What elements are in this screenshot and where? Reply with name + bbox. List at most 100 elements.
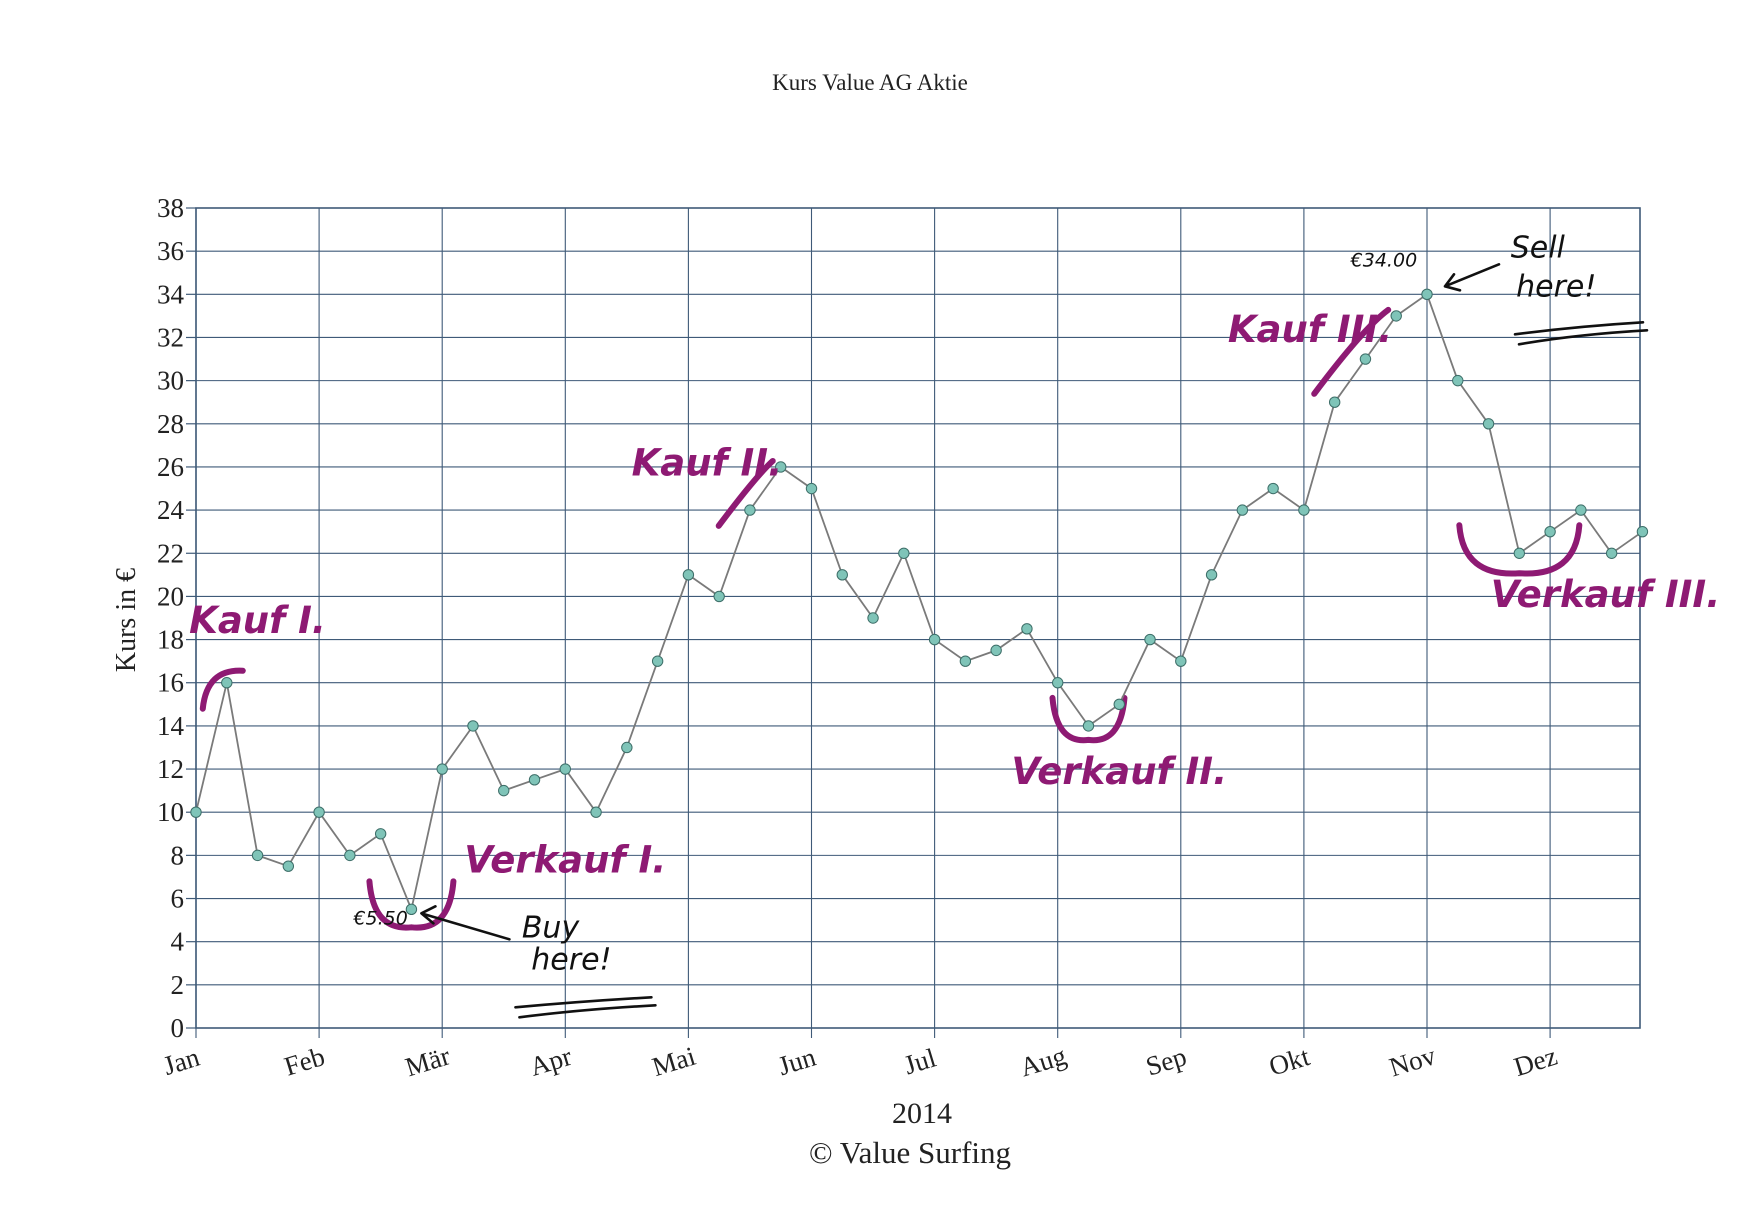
data-point — [713, 590, 725, 603]
credit-text: © Value Surfing — [809, 1135, 1011, 1170]
buy-underline — [514, 996, 657, 1019]
verkauf-3-stroke — [1456, 522, 1583, 577]
data-point — [498, 784, 510, 797]
annotations: Kauf I. Verkauf I. Kauf II. Verkauf II. Kauf… — [189, 231, 1720, 978]
sell-arrow — [1443, 263, 1501, 292]
data-point — [1513, 547, 1526, 559]
data-point — [867, 612, 879, 624]
x-tick-label: Mär — [402, 1040, 454, 1082]
x-tick-label: Nov — [1386, 1040, 1440, 1082]
data-point — [1328, 396, 1341, 408]
sell-underline — [1513, 321, 1649, 346]
y-tick-label: 38 — [157, 193, 184, 223]
handwritten-strokes — [199, 263, 1649, 1019]
x-tick-label: Feb — [281, 1041, 329, 1082]
data-point — [990, 644, 1002, 657]
y-tick-label: 18 — [157, 625, 184, 655]
annotation-label: Kauf III. — [1228, 308, 1392, 351]
x-tick-label: Aug — [1016, 1040, 1069, 1082]
y-tick-label: 20 — [157, 581, 184, 611]
x-tick-label: Apr — [526, 1041, 575, 1082]
y-tick-label: 28 — [157, 409, 184, 439]
kauf-1-stroke — [199, 667, 246, 712]
data-point — [1021, 623, 1033, 635]
data-point — [682, 569, 695, 581]
y-tick-label: 8 — [171, 840, 185, 870]
data-point — [1082, 720, 1095, 732]
data-point — [190, 806, 202, 818]
buy-arrow — [420, 905, 511, 941]
y-tick-label: 4 — [171, 927, 185, 957]
kauf-3-stroke — [1311, 306, 1392, 397]
y-tick-label: 0 — [171, 1013, 185, 1043]
y-tick-label: 32 — [157, 322, 184, 352]
y-tick-label: 12 — [157, 754, 184, 784]
y-axis-label: Kurs in € — [111, 568, 142, 672]
data-point — [1575, 504, 1587, 516]
data-points — [190, 288, 1649, 916]
data-point — [313, 806, 325, 818]
y-tick-label: 24 — [157, 495, 185, 525]
data-point — [775, 461, 787, 473]
note-label: €5.50 — [352, 907, 407, 929]
data-point — [1482, 418, 1495, 430]
annotation-label: Verkauf III. — [1491, 573, 1721, 616]
data-point — [1052, 677, 1064, 689]
x-axis-label: 2014 — [892, 1097, 952, 1130]
data-point — [1113, 698, 1125, 711]
plot-frame — [195, 207, 1641, 1029]
data-point — [1421, 288, 1433, 301]
data-point — [528, 774, 541, 786]
x-tick-label: Mai — [649, 1041, 699, 1082]
note-label: here! — [1516, 269, 1596, 304]
data-point — [1236, 504, 1249, 516]
data-point — [221, 677, 233, 689]
chart-grid — [195, 207, 1640, 1038]
data-point — [1452, 374, 1464, 387]
data-point — [1175, 655, 1187, 667]
x-tick-label: Okt — [1266, 1041, 1314, 1082]
data-point — [898, 547, 910, 559]
chart-title: Kurs Value AG Aktie — [772, 70, 968, 95]
y-tick-label: 2 — [171, 970, 185, 1000]
data-point — [1205, 569, 1218, 581]
data-point — [836, 569, 848, 581]
x-tick-label: Jul — [901, 1042, 940, 1080]
y-tick-label: 36 — [157, 236, 184, 266]
data-point — [959, 655, 972, 667]
data-point — [805, 482, 818, 495]
y-tick-label: 6 — [171, 884, 185, 914]
y-tick-label: 22 — [157, 538, 184, 568]
data-point — [1144, 633, 1156, 646]
data-point — [436, 763, 448, 775]
data-point — [744, 504, 756, 516]
y-tick-label: 34 — [157, 279, 185, 309]
data-point — [1544, 525, 1556, 538]
data-point — [251, 849, 264, 862]
verkauf-2-stroke — [1049, 694, 1128, 744]
verkauf-1-stroke — [366, 878, 457, 931]
data-point — [467, 720, 479, 732]
annotation-label: Verkauf II. — [1011, 750, 1227, 793]
data-point — [621, 741, 633, 754]
annotation-label: Verkauf I. — [464, 839, 666, 882]
y-tick-label: 10 — [157, 797, 184, 827]
data-point — [928, 633, 941, 646]
data-point — [1359, 353, 1372, 365]
data-point — [590, 806, 602, 818]
note-label: €34.00 — [1350, 249, 1417, 271]
x-tick-label: Sep — [1142, 1041, 1190, 1082]
series-line — [195, 292, 1643, 913]
data-point — [1636, 525, 1649, 538]
note-label: Buy — [522, 910, 581, 945]
data-point — [1390, 310, 1402, 322]
kauf-2-stroke — [715, 457, 776, 529]
data-point — [1267, 482, 1279, 495]
y-tick-label: 30 — [157, 366, 184, 396]
data-point — [1298, 504, 1310, 516]
x-tick-label: Jan — [160, 1042, 204, 1081]
annotation-label: Kauf I. — [189, 599, 326, 642]
data-point — [282, 860, 295, 872]
